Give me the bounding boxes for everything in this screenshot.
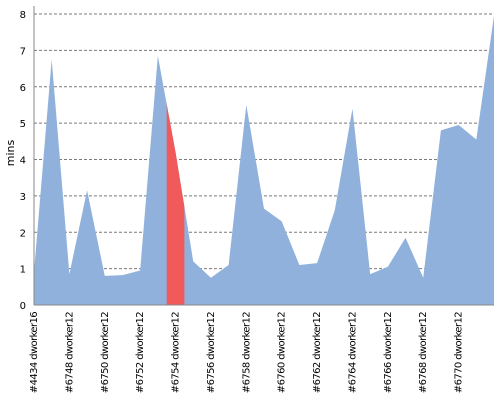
x-tick-label-10: #6766 dworker12 [383,312,394,393]
y-tick-label-0: 0 [20,301,26,312]
x-tick-label-12: #6770 dworker12 [454,312,465,393]
y-tick-label-5: 5 [20,119,26,130]
y-tick-label-3: 3 [20,192,26,203]
axis-layer [33,6,494,306]
x-tick-label-11: #6768 dworker12 [418,312,429,393]
y-tick-label-7: 7 [20,46,26,57]
y-axis-title: mins [4,139,17,166]
y-tick-label-2: 2 [20,228,26,239]
label-layer: 0 1 2 3 4 5 6 7 8 #4434 dworker16 #6748 dworker12 #… [20,10,465,393]
y-tick-label-8: 8 [20,10,26,21]
x-tick-label-1: #6748 dworker12 [64,312,75,393]
y-tick-label-1: 1 [20,265,26,276]
x-tick-label-5: #6756 dworker12 [206,312,217,393]
series-area [34,15,494,305]
x-tick-label-9: #6764 dworker12 [347,312,358,393]
x-tick-label-0: #4434 dworker16 [29,312,40,393]
y-tick-label-4: 4 [20,156,26,167]
x-tick-label-2: #6750 dworker12 [100,312,111,393]
x-tick-label-6: #6758 dworker12 [241,312,252,393]
y-tick-label-6: 6 [20,83,26,94]
x-tick-label-3: #6752 dworker12 [135,312,146,393]
x-tick-label-4: #6754 dworker12 [171,312,182,393]
highlighted-area [166,104,185,305]
area-layer [34,15,494,305]
x-tick-label-8: #6762 dworker12 [312,312,323,393]
x-tick-label-7: #6760 dworker12 [277,312,288,393]
